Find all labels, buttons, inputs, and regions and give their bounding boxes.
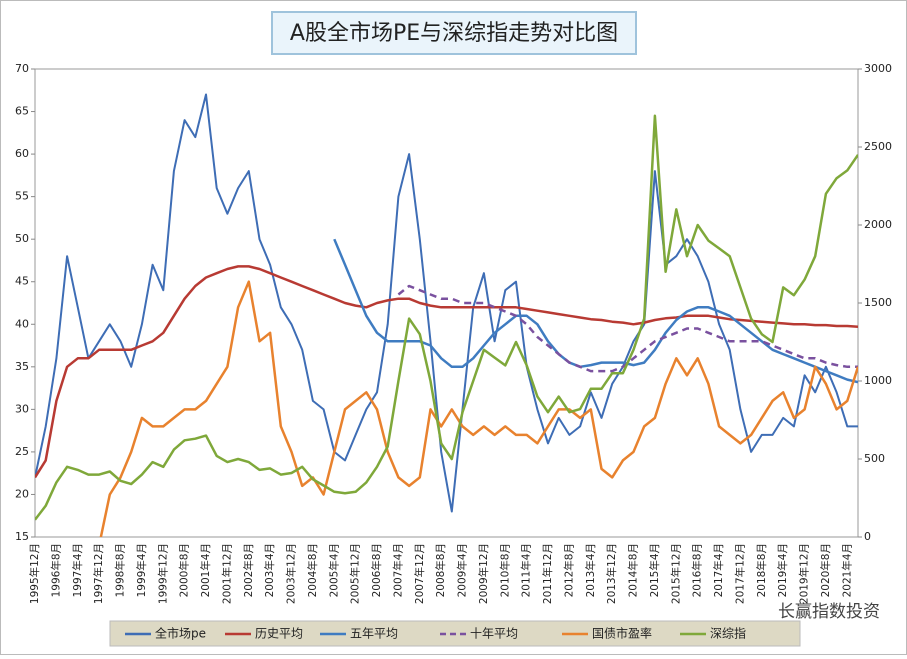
y2-tick-label: 1500 [864, 296, 892, 309]
watermark: 长赢指数投资 [778, 602, 880, 622]
y2-tick-label: 0 [864, 530, 871, 543]
y2-tick-label: 500 [864, 452, 885, 465]
x-tick-label: 2014年8月 [627, 543, 640, 597]
x-tick-label: 2017年4月 [712, 543, 725, 597]
x-tick-label: 2011年4月 [520, 543, 533, 597]
x-tick-label: 2020年8月 [819, 543, 832, 597]
x-tick-label: 1999年4月 [135, 543, 148, 597]
y-tick-label: 35 [15, 360, 29, 373]
x-tick-label: 1998年8月 [114, 543, 127, 597]
y-tick-label: 60 [15, 147, 29, 160]
chart-title: A股全市场PE与深综指走势对比图 [290, 21, 618, 46]
x-tick-label: 1997年12月 [92, 543, 105, 604]
x-tick-label: 2002年8月 [242, 543, 255, 597]
x-tick-label: 2012年8月 [562, 543, 575, 597]
x-tick-label: 2019年4月 [776, 543, 789, 597]
x-tick-label: 2006年8月 [370, 543, 383, 597]
series-line [99, 280, 858, 537]
x-tick-label: 2015年12月 [669, 543, 682, 604]
series-line [35, 93, 858, 513]
x-tick-label: 2009年4月 [456, 543, 469, 597]
x-tick-label: 2009年12月 [477, 543, 490, 604]
y-tick-label: 30 [15, 402, 29, 415]
y-tick-label: 15 [15, 530, 29, 543]
x-tick-label: 2015年4月 [648, 543, 661, 597]
x-tick-label: 2013年4月 [584, 543, 597, 597]
x-tick-label: 2010年8月 [498, 543, 511, 597]
legend-label: 历史平均 [255, 627, 303, 641]
x-tick-label: 1997年4月 [71, 543, 84, 597]
x-tick-label: 2003年12月 [285, 543, 298, 604]
y-tick-label: 25 [15, 445, 29, 458]
x-tick-label: 2021年4月 [840, 543, 853, 597]
x-tick-label: 2013年12月 [605, 543, 618, 604]
plot-area [34, 68, 859, 538]
y-tick-label: 50 [15, 232, 29, 245]
title-box [271, 11, 637, 55]
x-tick-label: 2001年4月 [199, 543, 212, 597]
x-tick-label: 2000年8月 [178, 543, 191, 597]
x-tick-label: 2016年8月 [691, 543, 704, 597]
x-tick-label: 2011年12月 [541, 543, 554, 604]
y2-tick-label: 3000 [864, 62, 892, 75]
x-tick-label: 2007年4月 [391, 543, 404, 597]
legend-label: 五年平均 [350, 627, 398, 641]
x-tick-label: 1995年12月 [28, 543, 41, 604]
x-tick-label: 2005年4月 [327, 543, 340, 597]
legend-label: 十年平均 [470, 627, 518, 641]
y-tick-label: 45 [15, 275, 29, 288]
x-tick-label: 2004年8月 [306, 543, 319, 597]
x-tick-label: 1996年8月 [49, 543, 62, 597]
y-tick-label: 40 [15, 317, 29, 330]
x-tick-label: 2008年8月 [434, 543, 447, 597]
series-line [35, 114, 858, 521]
x-tick-label: 2017年12月 [733, 543, 746, 604]
x-tick-label: 2019年12月 [798, 543, 811, 604]
legend-label: 国债市盈率 [592, 626, 652, 641]
legend-label: 深综指 [710, 626, 746, 641]
y-tick-label: 20 [15, 487, 29, 500]
x-tick-label: 2001年12月 [220, 543, 233, 604]
y-tick-label: 55 [15, 190, 29, 203]
series-line [35, 265, 858, 479]
x-tick-label: 2005年12月 [349, 543, 362, 604]
x-tick-label: 2007年12月 [413, 543, 426, 604]
x-tick-label: 2018年8月 [755, 543, 768, 597]
x-tick-label: 1999年12月 [156, 543, 169, 604]
y2-tick-label: 2000 [864, 218, 892, 231]
y-tick-label: 65 [15, 105, 29, 118]
y2-tick-label: 1000 [864, 374, 892, 387]
y-tick-label: 70 [15, 62, 29, 75]
x-tick-label: 2003年4月 [263, 543, 276, 597]
legend-label: 全市场pe [155, 626, 206, 641]
y2-tick-label: 2500 [864, 140, 892, 153]
